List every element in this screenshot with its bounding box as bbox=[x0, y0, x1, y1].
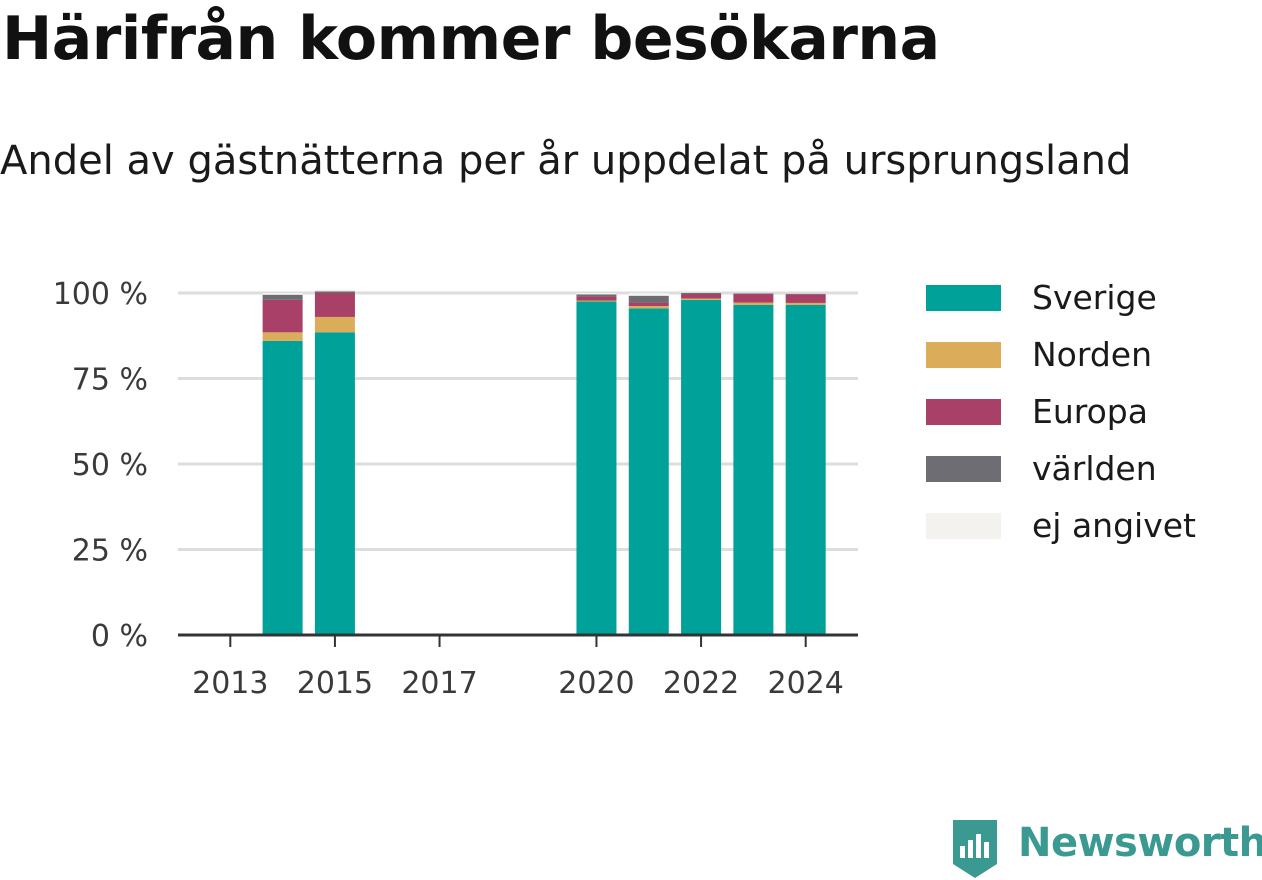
bar-segment bbox=[263, 293, 303, 295]
brand-name: Newsworthy bbox=[1018, 820, 1262, 866]
bar-stack bbox=[315, 290, 355, 635]
newsworthy-logo-icon bbox=[950, 818, 1000, 880]
bar-segment bbox=[786, 294, 826, 303]
x-tick-label: 2022 bbox=[663, 666, 739, 701]
bar-segment bbox=[629, 303, 669, 306]
bar-segment bbox=[681, 300, 721, 635]
bar-segment bbox=[315, 293, 355, 317]
legend-swatch bbox=[926, 456, 1001, 482]
legend-label: ej angivet bbox=[1032, 506, 1196, 545]
bar-stack bbox=[786, 293, 826, 635]
bar-stack bbox=[576, 293, 616, 635]
legend-item: ej angivet bbox=[926, 506, 1196, 545]
bar-segment bbox=[786, 294, 826, 295]
bar-segment bbox=[315, 317, 355, 332]
y-tick-label: 0 % bbox=[91, 619, 148, 654]
bar-stack bbox=[681, 293, 721, 635]
bars bbox=[263, 290, 826, 635]
brand-logo: Newsworthy bbox=[950, 818, 1260, 878]
bar-segment bbox=[315, 332, 355, 635]
bar-segment bbox=[786, 305, 826, 635]
legend-item: Sverige bbox=[926, 278, 1157, 317]
bar-stack bbox=[629, 293, 669, 635]
legend-swatch bbox=[926, 513, 1001, 539]
legend-item: världen bbox=[926, 449, 1157, 488]
x-tick-label: 2020 bbox=[558, 666, 634, 701]
bar-segment bbox=[629, 296, 669, 303]
bar-segment bbox=[733, 293, 773, 294]
bar-segment bbox=[263, 332, 303, 341]
legend-label: Sverige bbox=[1032, 278, 1157, 317]
x-tick-label: 2015 bbox=[297, 666, 373, 701]
bar-segment bbox=[629, 308, 669, 635]
bar-segment bbox=[576, 301, 616, 302]
bar-segment bbox=[733, 303, 773, 305]
bar-segment bbox=[786, 303, 826, 305]
bar-segment bbox=[786, 293, 826, 294]
legend-label: Europa bbox=[1032, 392, 1148, 431]
bar-segment bbox=[576, 296, 616, 300]
bar-stack bbox=[263, 293, 303, 635]
bar-segment bbox=[576, 293, 616, 294]
bar-segment bbox=[315, 290, 355, 292]
legend-item: Europa bbox=[926, 392, 1148, 431]
legend-label: Norden bbox=[1032, 335, 1152, 374]
legend-swatch bbox=[926, 399, 1001, 425]
bar-segment bbox=[315, 291, 355, 293]
bar-segment bbox=[681, 293, 721, 294]
legend-swatch bbox=[926, 285, 1001, 311]
legend: Sverige Norden Europa världen ej angivet bbox=[926, 278, 1196, 545]
bar-segment bbox=[263, 295, 303, 300]
bar-segment bbox=[681, 298, 721, 299]
x-tick-label: 2017 bbox=[401, 666, 477, 701]
y-tick-label: 50 % bbox=[72, 448, 148, 483]
y-tick-label: 25 % bbox=[72, 534, 148, 569]
bar-stack bbox=[733, 293, 773, 635]
bar-segment bbox=[629, 306, 669, 308]
bar-segment bbox=[733, 305, 773, 635]
y-tick-label: 100 % bbox=[53, 277, 148, 312]
bar-segment bbox=[263, 341, 303, 635]
legend-swatch bbox=[926, 342, 1001, 368]
legend-item: Norden bbox=[926, 335, 1152, 374]
x-tick-label: 2013 bbox=[192, 666, 268, 701]
legend-label: världen bbox=[1032, 449, 1157, 488]
bar-segment bbox=[576, 294, 616, 296]
y-tick-label: 75 % bbox=[72, 363, 148, 398]
bar-segment bbox=[733, 294, 773, 303]
bar-segment bbox=[629, 293, 669, 296]
bar-segment bbox=[263, 300, 303, 332]
bar-segment bbox=[576, 302, 616, 635]
bar-segment bbox=[681, 294, 721, 298]
x-tick-label: 2024 bbox=[768, 666, 844, 701]
